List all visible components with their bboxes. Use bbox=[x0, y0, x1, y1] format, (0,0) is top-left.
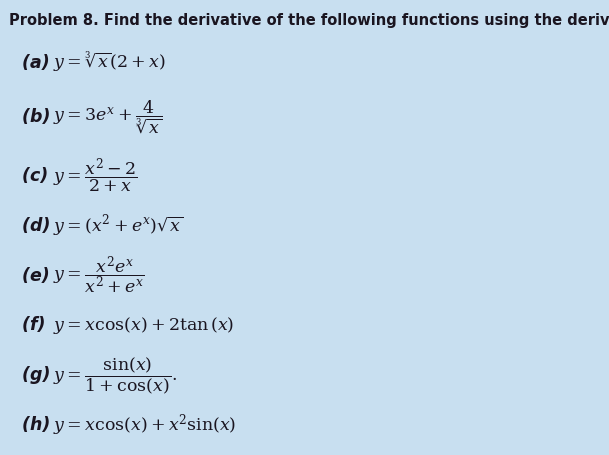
Text: (h): (h) bbox=[22, 415, 56, 433]
Text: (e): (e) bbox=[22, 266, 55, 284]
Text: $y = 3e^x + \dfrac{4}{\sqrt[3]{x}}$: $y = 3e^x + \dfrac{4}{\sqrt[3]{x}}$ bbox=[53, 98, 163, 135]
Text: $y = \dfrac{\sin(x)}{1 + \cos(x)}.$: $y = \dfrac{\sin(x)}{1 + \cos(x)}.$ bbox=[53, 354, 178, 395]
Text: (d): (d) bbox=[22, 216, 56, 234]
Text: (g): (g) bbox=[22, 365, 56, 384]
Text: $y = \sqrt[3]{x}(2 + x)$: $y = \sqrt[3]{x}(2 + x)$ bbox=[53, 51, 166, 74]
Text: Problem 8. Find the derivative of the following functions using the derivative R: Problem 8. Find the derivative of the fo… bbox=[9, 13, 609, 28]
Text: (c): (c) bbox=[22, 167, 54, 184]
Text: $y = (x^2 + e^x)\sqrt{x}$: $y = (x^2 + e^x)\sqrt{x}$ bbox=[53, 212, 184, 238]
Text: $y = \dfrac{x^2 e^x}{x^2 + e^x}$: $y = \dfrac{x^2 e^x}{x^2 + e^x}$ bbox=[53, 254, 145, 296]
Text: $y = x\mathrm{cos}(x) + 2\mathrm{tan}\,(x)$: $y = x\mathrm{cos}(x) + 2\mathrm{tan}\,(… bbox=[53, 314, 234, 335]
Text: $y = x\mathrm{cos}(x) + x^2\mathrm{sin}(x)$: $y = x\mathrm{cos}(x) + x^2\mathrm{sin}(… bbox=[53, 411, 237, 437]
Text: (b): (b) bbox=[22, 108, 56, 126]
Text: $y = \dfrac{x^2 - 2}{2 + x}$: $y = \dfrac{x^2 - 2}{2 + x}$ bbox=[53, 156, 138, 195]
Text: (a): (a) bbox=[22, 53, 55, 71]
Text: (f): (f) bbox=[22, 316, 51, 334]
